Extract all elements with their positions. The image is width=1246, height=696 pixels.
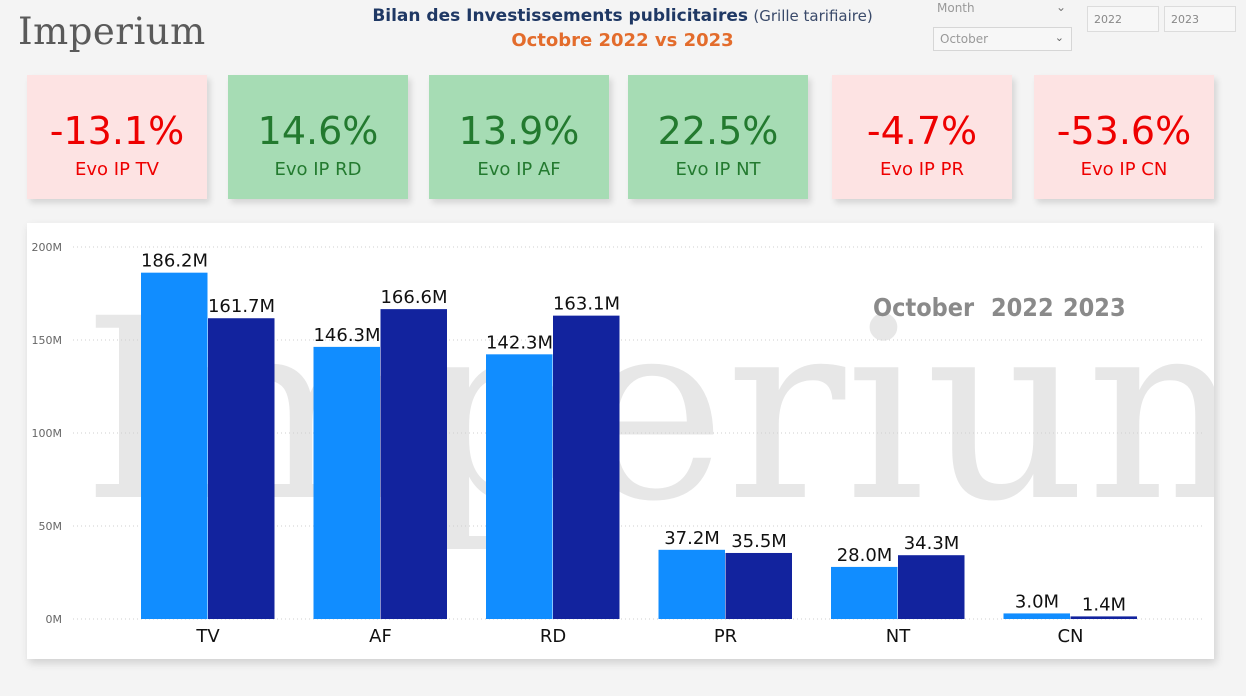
kpi-value: 22.5%	[657, 109, 779, 153]
year-input-2023[interactable]: 2023	[1164, 6, 1236, 32]
y-tick-label: 50M	[39, 520, 63, 533]
kpi-value: -13.1%	[49, 109, 185, 153]
x-tick-label: CN	[1057, 626, 1083, 647]
kpi-value: 13.9%	[458, 109, 580, 153]
kpi-label: Evo IP TV	[75, 159, 159, 180]
title-note: (Grille tarifiaire)	[753, 7, 873, 25]
data-label: 166.6M	[380, 287, 447, 308]
data-label: 1.4M	[1082, 594, 1126, 615]
kpi-card-rd: 14.6% Evo IP RD	[228, 75, 408, 199]
bar-rd-2022	[486, 354, 553, 619]
data-label: 161.7M	[208, 296, 275, 317]
report-subtitle: Octobre 2022 vs 2023	[511, 30, 734, 51]
year-input-2022[interactable]: 2022	[1087, 6, 1159, 32]
x-tick-label: PR	[714, 626, 737, 647]
bar-pr-2022	[658, 549, 725, 619]
bar-tv-2022	[141, 272, 208, 619]
collapse-chevron-icon[interactable]: ⌄	[1056, 0, 1067, 14]
bar-tv-2023	[208, 318, 275, 619]
bar-af-2022	[313, 346, 380, 619]
kpi-label: Evo IP RD	[274, 159, 362, 180]
bar-pr-2023	[725, 552, 792, 619]
x-tick-label: RD	[540, 626, 566, 647]
imperium-logo: Imperium	[18, 10, 206, 53]
y-tick-label: 200M	[32, 241, 63, 254]
kpi-value: 14.6%	[257, 109, 379, 153]
kpi-label: Evo IP PR	[879, 159, 964, 180]
bar-nt-2022	[831, 566, 898, 619]
kpi-card-nt: 22.5% Evo IP NT	[628, 75, 808, 199]
month-dropdown[interactable]: October ⌄	[933, 27, 1072, 51]
kpi-label: Evo IP NT	[675, 159, 761, 180]
kpi-card-af: 13.9% Evo IP AF	[429, 75, 609, 199]
data-label: 37.2M	[664, 528, 720, 549]
data-label: 163.1M	[553, 294, 620, 315]
kpi-card-cn: -53.6% Evo IP CN	[1034, 75, 1214, 199]
legend-year-2022: 2022	[991, 293, 1054, 322]
data-label: 35.5M	[731, 531, 787, 552]
data-label: 146.3M	[313, 325, 380, 346]
bar-rd-2023	[553, 315, 620, 619]
kpi-card-pr: -4.7% Evo IP PR	[832, 75, 1012, 199]
month-slicer-label: Month	[937, 1, 975, 15]
y-tick-label: 0M	[46, 613, 63, 626]
data-label: 34.3M	[904, 533, 960, 554]
data-label: 186.2M	[141, 251, 208, 272]
bar-cn-2023	[1070, 616, 1137, 619]
kpi-card-tv: -13.1% Evo IP TV	[27, 75, 207, 199]
x-tick-label: NT	[886, 626, 911, 647]
legend-month: October	[873, 293, 975, 322]
report-title: Bilan des Investissements publicitaires …	[300, 6, 945, 51]
x-tick-label: TV	[195, 626, 220, 647]
y-tick-label: 100M	[32, 427, 63, 440]
month-dropdown-value: October	[940, 32, 989, 46]
bar-nt-2023	[898, 555, 965, 619]
data-label: 3.0M	[1015, 591, 1059, 612]
kpi-label: Evo IP AF	[477, 159, 561, 180]
kpi-value: -4.7%	[866, 109, 978, 153]
chevron-down-icon: ⌄	[1054, 31, 1064, 44]
bar-af-2023	[380, 309, 447, 619]
title-main: Bilan des Investissements publicitaires	[372, 6, 748, 26]
x-tick-label: AF	[369, 626, 392, 647]
legend-year-2023: 2023	[1063, 293, 1126, 322]
y-tick-label: 150M	[32, 334, 63, 347]
data-label: 142.3M	[486, 332, 553, 353]
bar-chart-card: Imperium 0M 50M 100M 150M 200M 186.2M 161.7M T…	[27, 223, 1214, 659]
bar-cn-2022	[1003, 613, 1070, 619]
kpi-value: -53.6%	[1056, 109, 1192, 153]
kpi-label: Evo IP CN	[1080, 159, 1168, 180]
data-label: 28.0M	[837, 545, 893, 566]
